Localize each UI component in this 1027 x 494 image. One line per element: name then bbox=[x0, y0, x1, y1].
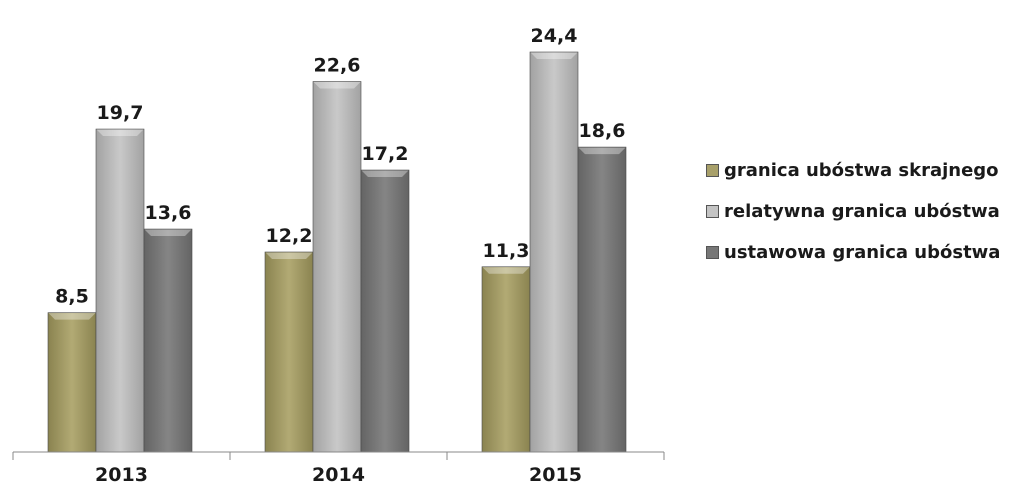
legend-item-relative: relatywna granica ubóstwa bbox=[706, 200, 1000, 222]
data-label-statutory-2015: 18,6 bbox=[579, 120, 626, 142]
legend-label: ustawowa granica ubóstwa bbox=[724, 241, 1001, 263]
bar-bevel bbox=[578, 147, 626, 155]
legend-swatch-extreme bbox=[706, 163, 719, 177]
legend: granica ubóstwa skrajnego relatywna gran… bbox=[706, 160, 1000, 283]
x-tick-label-2013: 2013 bbox=[95, 464, 148, 486]
bar-bevel bbox=[96, 129, 144, 137]
legend-item-extreme: granica ubóstwa skrajnego bbox=[706, 159, 1000, 181]
bar-bevel bbox=[144, 229, 192, 237]
bar-statutory-2014 bbox=[360, 169, 410, 453]
legend-item-statutory: ustawowa granica ubóstwa bbox=[706, 241, 1001, 263]
data-label-relative-2015: 24,4 bbox=[531, 25, 578, 47]
bar-relative-2014 bbox=[312, 81, 362, 453]
bar-bevel bbox=[313, 82, 361, 89]
data-label-extreme-2013: 8,5 bbox=[55, 286, 89, 308]
data-label-statutory-2013: 13,6 bbox=[145, 202, 192, 224]
x-tick-label-2014: 2014 bbox=[312, 464, 365, 486]
data-label-relative-2013: 19,7 bbox=[97, 102, 144, 124]
bar-bevel bbox=[482, 267, 530, 274]
data-label-extreme-2014: 12,2 bbox=[266, 225, 313, 247]
x-tick-label-2015: 2015 bbox=[529, 464, 582, 486]
bar-relative-2015 bbox=[529, 51, 579, 453]
legend-label: relatywna granica ubóstwa bbox=[724, 200, 1000, 222]
bar-statutory-2015 bbox=[577, 146, 627, 453]
bar-bevel bbox=[530, 52, 578, 59]
bar-bevel bbox=[361, 170, 409, 178]
data-label-relative-2014: 22,6 bbox=[314, 55, 361, 77]
legend-swatch-relative bbox=[706, 204, 719, 218]
bar-bevel bbox=[48, 313, 96, 320]
bar-bevel bbox=[265, 252, 313, 259]
bar-extreme-2015 bbox=[481, 266, 531, 453]
bar-extreme-2013 bbox=[47, 312, 97, 453]
bar-statutory-2013 bbox=[143, 228, 193, 453]
bar-extreme-2014 bbox=[264, 251, 314, 453]
bar-relative-2013 bbox=[95, 128, 145, 453]
legend-swatch-statutory bbox=[706, 245, 719, 259]
data-label-extreme-2015: 11,3 bbox=[483, 240, 530, 262]
bar-chart: 8,5 19,7 13,6 12,2 22,6 17,2 11,3 24,4 18,6 2013… bbox=[12, 25, 665, 486]
legend-label: granica ubóstwa skrajnego bbox=[724, 159, 999, 181]
data-label-statutory-2014: 17,2 bbox=[362, 143, 409, 165]
